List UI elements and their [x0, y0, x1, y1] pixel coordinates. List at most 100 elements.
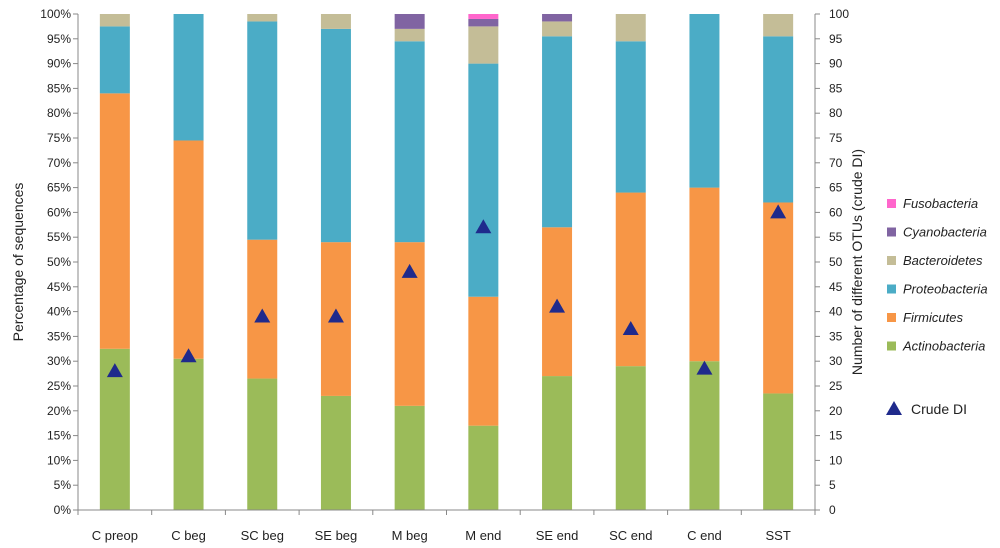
y-tick-label: 90%: [47, 57, 71, 71]
legend-label: Cyanobacteria: [903, 225, 987, 240]
y-tick-label: 45%: [47, 280, 71, 294]
y2-tick-label: 35: [829, 329, 843, 343]
legend-label: Bacteroidetes: [903, 253, 983, 268]
bar-segment-bacteroidetes: [394, 28, 425, 42]
x-tick-label: C end: [687, 528, 722, 543]
y-tick-label: 70%: [47, 156, 71, 170]
bar-segment-proteobacteria: [615, 41, 646, 193]
legend: Fusobacteria Cyanobacteria Bacteroidetes Pr…: [886, 196, 988, 417]
crude-di-marker: [254, 308, 271, 323]
legend-swatch-actinobacteria: [887, 341, 896, 351]
y-tick-label: 80%: [47, 106, 71, 120]
y-tick-label: 60%: [47, 205, 71, 219]
y-tick-label: 5%: [54, 478, 72, 492]
legend-label: Proteobacteria: [903, 282, 988, 297]
bar-segment-proteobacteria: [394, 41, 425, 243]
crude-di-marker: [401, 263, 418, 278]
y2-tick-label: 45: [829, 280, 843, 294]
x-tick-label: SC beg: [241, 528, 284, 543]
crude-di-marker: [106, 363, 123, 378]
crude-di-marker: [327, 308, 344, 323]
y2-tick-label: 20: [829, 404, 843, 418]
crude-di-marker: [549, 298, 566, 313]
y2-tick-label: 75: [829, 131, 843, 145]
bar-segment-bacteroidetes: [763, 14, 794, 37]
y2-tick-label: 60: [829, 205, 843, 219]
x-tick-label: C preop: [92, 528, 138, 543]
legend-label: Crude DI: [911, 401, 967, 417]
legend-swatch-bacteroidetes: [887, 256, 896, 265]
legend-swatch-fusobacteria: [887, 199, 896, 208]
y2-tick-label: 85: [829, 81, 843, 95]
bar-segment-firmicutes: [173, 140, 204, 359]
y-tick-label: 55%: [47, 230, 71, 244]
legend-swatch-proteobacteria: [887, 284, 896, 294]
y-tick-label: 85%: [47, 81, 71, 95]
y2-tick-label: 90: [829, 57, 843, 71]
y-tick-label: 25%: [47, 379, 71, 393]
bar-segment-actinobacteria: [542, 376, 573, 510]
y-axis-right: 0 5 10 15 20 25 30 35 40 45 50 55 60 65 70 75 80 85 90 95 10…: [814, 7, 849, 517]
bar-segment-actinobacteria: [763, 393, 794, 510]
bar-segment-firmicutes: [468, 296, 499, 426]
y-tick-label: 10%: [47, 453, 71, 467]
y-tick-label: 0%: [54, 503, 72, 517]
bar-segment-proteobacteria: [247, 21, 278, 240]
y-tick-label: 95%: [47, 32, 71, 46]
bar-segment-bacteroidetes: [247, 14, 278, 22]
bar-segment-proteobacteria: [763, 36, 794, 203]
crude-di-marker: [475, 219, 492, 234]
bar-segment-proteobacteria: [689, 14, 720, 188]
bar-segment-bacteroidetes: [615, 14, 646, 42]
legend-label: Actinobacteria: [902, 339, 985, 354]
y-tick-label: 65%: [47, 181, 71, 195]
legend-label: Fusobacteria: [903, 196, 978, 211]
y2-tick-label: 10: [829, 453, 843, 467]
y2-tick-label: 40: [829, 305, 843, 319]
y-tick-label: 20%: [47, 404, 71, 418]
y2-tick-label: 30: [829, 354, 843, 368]
bar-segment-actinobacteria: [173, 358, 204, 510]
bar-segment-cyanobacteria: [394, 14, 425, 29]
bar-segment-cyanobacteria: [468, 18, 499, 27]
bar-segment-bacteroidetes: [468, 26, 499, 64]
y2-tick-label: 95: [829, 32, 843, 46]
plot-area: [99, 14, 794, 510]
y-tick-label: 75%: [47, 131, 71, 145]
y2-tick-label: 100: [829, 7, 849, 21]
bar-segment-actinobacteria: [468, 425, 499, 510]
crude-di-marker: [180, 348, 197, 363]
x-tick-label: SE beg: [315, 528, 358, 543]
legend-swatch-crude-di: [886, 401, 902, 415]
x-tick-label: C beg: [171, 528, 206, 543]
legend-label: Firmicutes: [903, 310, 963, 325]
x-tick-label: SC end: [609, 528, 652, 543]
bar-segment-proteobacteria: [542, 36, 573, 228]
y2-tick-label: 50: [829, 255, 843, 269]
bar-segment-proteobacteria: [468, 63, 499, 297]
y2-tick-label: 80: [829, 106, 843, 120]
y-tick-label: 50%: [47, 255, 71, 269]
y-tick-label: 30%: [47, 354, 71, 368]
x-axis: C preop C beg SC beg SE beg M beg M end SE end…: [77, 509, 816, 543]
legend-swatch-cyanobacteria: [887, 227, 896, 237]
x-tick-label: SST: [766, 528, 791, 543]
y2-tick-label: 15: [829, 429, 843, 443]
bar-segment-actinobacteria: [615, 366, 646, 510]
y2-tick-label: 5: [829, 478, 836, 492]
y-axis-title: Percentage of sequences: [10, 183, 26, 342]
y2-tick-label: 65: [829, 181, 843, 195]
x-tick-label: M end: [465, 528, 501, 543]
bar-segment-firmicutes: [615, 192, 646, 367]
x-tick-label: SE end: [536, 528, 579, 543]
y2-tick-label: 55: [829, 230, 843, 244]
crude-di-marker: [696, 360, 713, 375]
y-tick-label: 35%: [47, 329, 71, 343]
y-axis-left: 0% 5% 10% 15% 20% 25% 30% 35% 40% 45% 50% 55% 60% 65%…: [40, 7, 79, 517]
bar-segment-actinobacteria: [247, 378, 278, 510]
bar-segment-bacteroidetes: [320, 14, 351, 29]
bar-segment-proteobacteria: [320, 28, 351, 243]
x-tick-label: M beg: [392, 528, 428, 543]
bar-segment-firmicutes: [689, 187, 720, 362]
